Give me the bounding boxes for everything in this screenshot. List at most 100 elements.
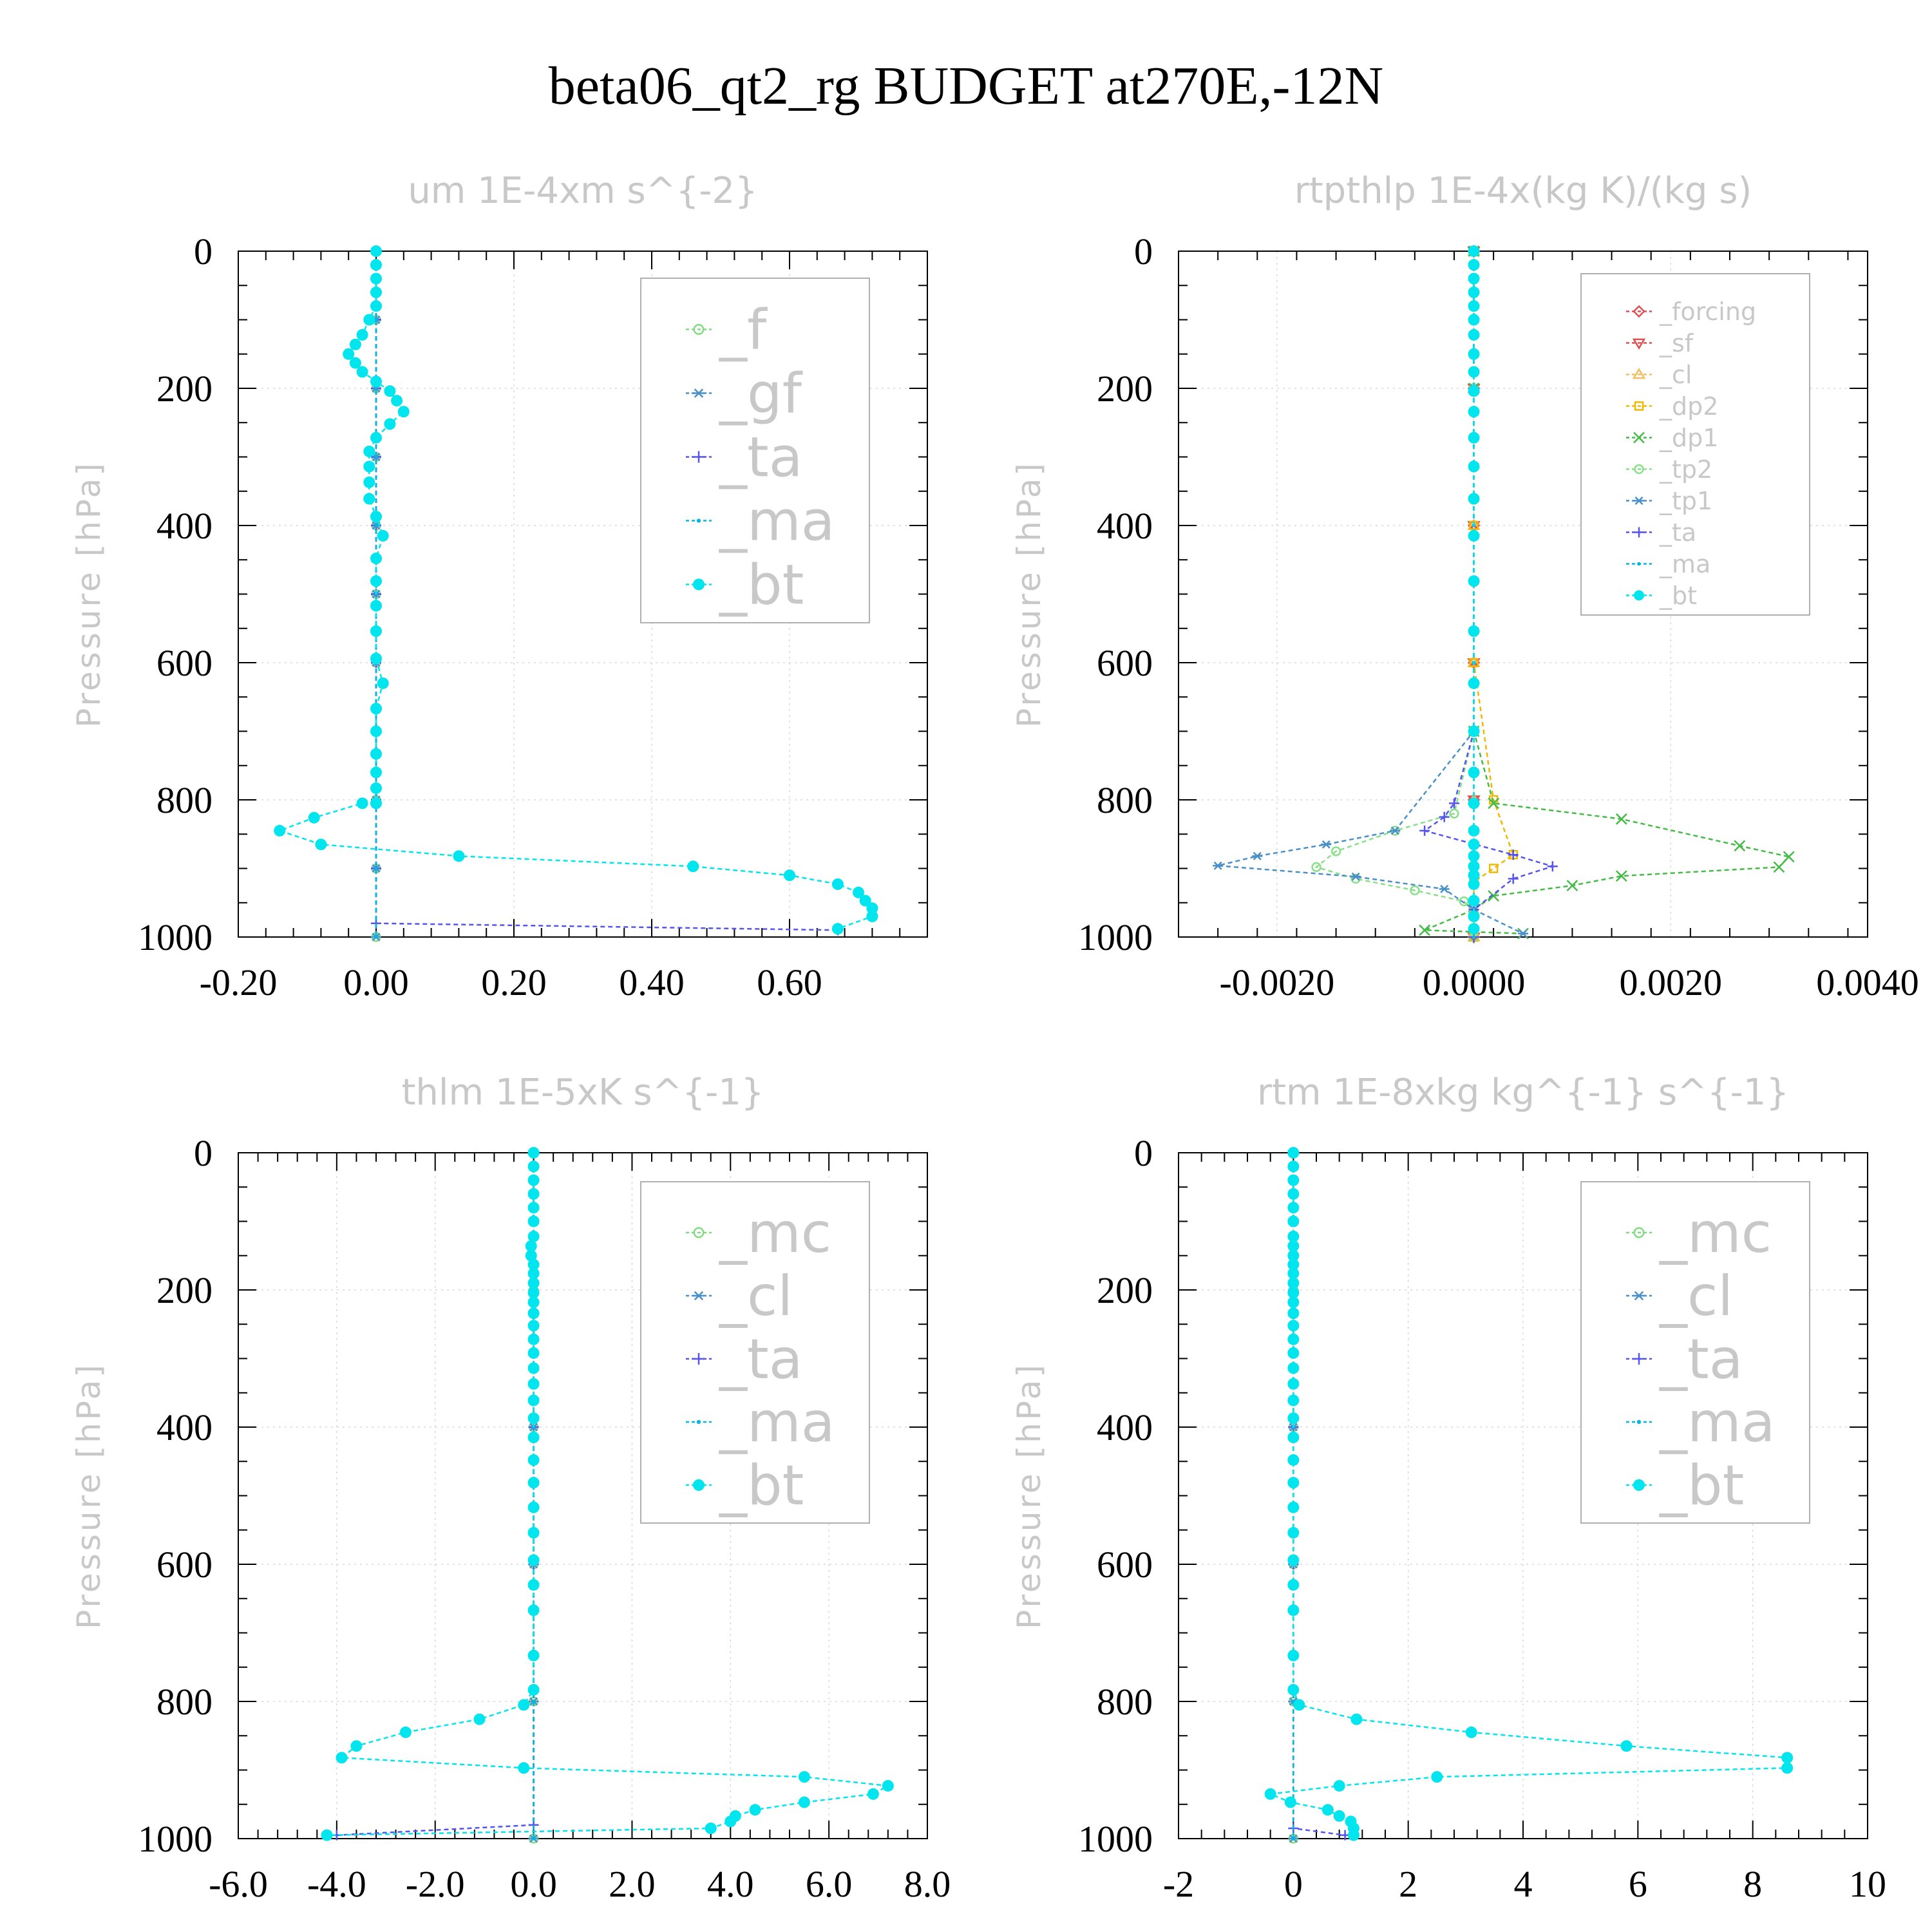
x-tick-label: -2 — [1163, 1863, 1194, 1905]
data-point — [370, 375, 382, 388]
data-point — [724, 1815, 737, 1828]
data-point — [1287, 1347, 1300, 1359]
data-point — [1449, 808, 1459, 819]
data-point — [1287, 1230, 1300, 1242]
data-point — [1287, 1477, 1300, 1489]
data-point — [866, 911, 878, 923]
data-point — [391, 395, 403, 407]
legend-marker — [1636, 1419, 1642, 1425]
legend-item: _bt — [1626, 1454, 1744, 1518]
legend-label: _tp2 — [1659, 455, 1712, 484]
data-point — [1468, 911, 1480, 923]
legend-label: _gf — [719, 362, 803, 426]
data-point — [1287, 1394, 1300, 1406]
data-point — [1468, 493, 1480, 505]
data-point — [1252, 851, 1263, 860]
panel-title: rtm 1E-8xkg kg^{-1} s^{-1} — [1257, 1072, 1789, 1113]
legend: _mc_cl_ta_ma_bt — [640, 1181, 870, 1524]
x-tick-label: 2 — [1399, 1863, 1417, 1905]
data-point — [527, 1174, 540, 1186]
data-point — [527, 1277, 540, 1289]
data-point — [1287, 1454, 1300, 1466]
data-point — [370, 766, 382, 779]
x-tick-label: 6.0 — [806, 1863, 853, 1905]
series-line — [1473, 251, 1515, 937]
data-point — [527, 1320, 540, 1332]
data-point — [1508, 873, 1519, 884]
legend-marker — [1634, 590, 1644, 601]
legend-label: _f — [719, 298, 768, 363]
legend-marker — [1634, 401, 1644, 411]
data-point — [1468, 878, 1480, 890]
x-tick-label: -6.0 — [209, 1863, 268, 1905]
panel-title: thlm 1E-5xK s^{-1} — [401, 1072, 764, 1113]
legend: _f_gf_ta_ma_bt — [640, 278, 870, 623]
data-point — [453, 850, 465, 862]
data-point — [349, 357, 361, 369]
data-point — [343, 348, 355, 360]
legend-item: _forcing — [1626, 298, 1756, 326]
series-bt — [1264, 1147, 1794, 1841]
data-point — [370, 553, 382, 565]
data-point — [384, 418, 396, 430]
x-tick-label: -2.0 — [406, 1863, 465, 1905]
y-tick-label: 400 — [1097, 505, 1153, 547]
legend-label: _ma — [1659, 550, 1710, 578]
legend-box — [640, 278, 870, 623]
data-point — [1293, 1699, 1305, 1711]
y-axis-label: Pressure [hPa] — [1010, 460, 1048, 728]
legend-label: _ta — [719, 426, 802, 490]
data-point — [350, 1740, 363, 1752]
data-point — [527, 1604, 540, 1616]
y-tick-label: 800 — [1097, 1681, 1153, 1723]
data-point — [705, 1823, 717, 1835]
data-point — [370, 703, 382, 715]
data-point — [784, 869, 795, 882]
figure-title: beta06_qt2_rg BUDGET at270E,-12N — [548, 56, 1384, 116]
data-point — [1508, 849, 1519, 860]
data-point — [1350, 1713, 1363, 1725]
legend-item: _ma — [1626, 550, 1710, 578]
chart-panel-3: thlm 1E-5xK s^{-1} Pressure [hPa] 0 200 400 6… — [70, 1072, 951, 1905]
series-line — [327, 1153, 891, 1836]
data-point — [321, 1829, 333, 1841]
y-tick-label: 200 — [1097, 368, 1153, 410]
x-tick-label: 0.40 — [619, 961, 685, 1003]
data-point — [363, 476, 375, 488]
y-tick-label: 800 — [1097, 779, 1153, 821]
data-point — [527, 1160, 540, 1173]
legend-item: _bt — [686, 1454, 804, 1518]
data-point — [370, 300, 382, 312]
y-tick-label: 600 — [1097, 642, 1153, 684]
y-tick-label: 0 — [1134, 231, 1153, 272]
series-line — [1314, 251, 1475, 937]
data-point — [531, 1700, 536, 1703]
data-point — [1333, 1810, 1345, 1822]
data-point — [1287, 1147, 1300, 1159]
legend-item: _ta — [1626, 518, 1696, 547]
data-point — [370, 259, 382, 271]
data-point — [527, 1333, 540, 1345]
data-point — [1468, 300, 1480, 312]
x-tick-label: -0.20 — [200, 961, 278, 1003]
data-point — [527, 1202, 540, 1214]
series-bt — [1468, 245, 1480, 935]
legend-item: _ma — [686, 1390, 835, 1455]
data-point — [1449, 798, 1459, 809]
data-point — [1284, 1796, 1296, 1808]
legend-marker — [1633, 1227, 1645, 1238]
data-point — [374, 866, 378, 871]
legend-label: _dp1 — [1659, 424, 1718, 452]
legend-marker — [693, 451, 705, 463]
data-point — [1321, 840, 1332, 849]
y-tick-label: 600 — [156, 1544, 213, 1586]
legend-item: _cl — [1626, 361, 1692, 389]
data-point — [687, 860, 699, 873]
x-tick-label: -0.0020 — [1219, 961, 1334, 1003]
data-point — [1213, 861, 1224, 870]
y-tick-label: 1000 — [138, 1818, 213, 1860]
data-point — [1468, 850, 1480, 862]
y-tick-label: 800 — [156, 1681, 213, 1723]
data-point — [831, 923, 844, 935]
legend-item: _ma — [686, 489, 835, 554]
